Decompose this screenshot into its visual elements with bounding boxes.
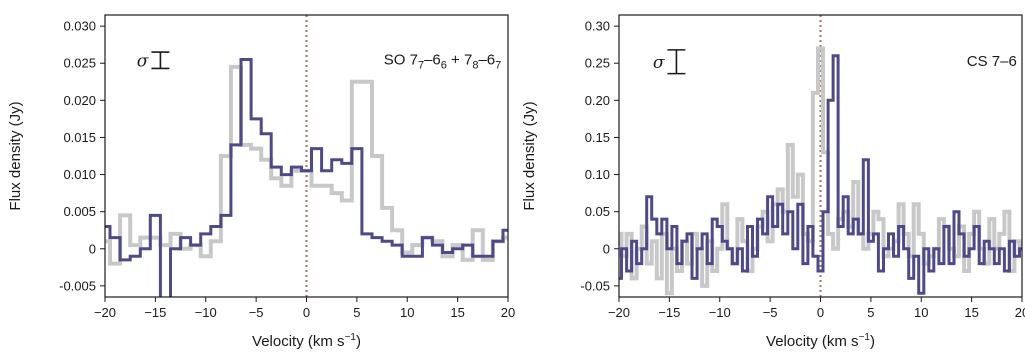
x-tick-label: −15 (144, 305, 166, 320)
x-axis-label: Velocity (km s−1) (766, 332, 875, 350)
x-tick-label: −5 (249, 305, 264, 320)
y-axis-label: Flux density (Jy) (521, 101, 538, 210)
y-tick-label: 0.010 (63, 167, 96, 182)
y-tick-label: 0.20 (585, 93, 610, 108)
y-axis-label: Flux density (Jy) (7, 101, 24, 210)
y-tick-label: -0.05 (580, 278, 610, 293)
y-tick-label: 0.05 (585, 204, 610, 219)
y-tick-label: 0.025 (63, 56, 96, 71)
x-tick-label: −20 (94, 305, 116, 320)
spectrum-series-1 (105, 58, 508, 297)
x-tick-label: 0 (303, 305, 310, 320)
x-axis-label: Velocity (km s−1) (252, 332, 361, 350)
x-tick-label: 15 (450, 305, 464, 320)
y-tick-label: 0 (603, 241, 610, 256)
y-tick-label: 0.25 (585, 56, 610, 71)
y-tick-label: -0.005 (59, 278, 96, 293)
y-tick-label: 0.020 (63, 93, 96, 108)
x-tick-label: 10 (400, 305, 414, 320)
x-tick-label: 15 (964, 305, 978, 320)
x-tick-label: −15 (658, 305, 680, 320)
y-tick-label: 0.030 (63, 19, 96, 34)
y-tick-label: 0 (89, 241, 96, 256)
y-tick-label: 0.10 (585, 167, 610, 182)
x-tick-label: −5 (763, 305, 778, 320)
x-tick-label: 5 (867, 305, 874, 320)
x-tick-label: −10 (709, 305, 731, 320)
x-tick-label: 5 (353, 305, 360, 320)
x-tick-label: −20 (608, 305, 630, 320)
molecule-label: CS 7–6 (967, 53, 1017, 70)
y-tick-label: 0.30 (585, 19, 610, 34)
sigma-symbol: σ (137, 51, 149, 71)
x-tick-label: 20 (1015, 305, 1025, 320)
molecule-label: SO 77–66 + 78–67 (384, 52, 502, 72)
so-spectrum-panel: −20 −15 −10 −5 0 5 10 15 20 -0.005 0 0.005 0.010 0.01… (7, 14, 515, 350)
spectrum-series-1 (619, 54, 1022, 295)
x-tick-label: −10 (195, 305, 217, 320)
sigma-symbol: σ (653, 53, 665, 73)
y-tick-label: 0.005 (63, 204, 96, 219)
x-tick-label: 20 (501, 305, 515, 320)
y-tick-label: 0.015 (63, 130, 96, 145)
y-tick-label: 0.15 (585, 130, 610, 145)
cs-spectrum-panel: −20 −15 −10 −5 0 5 10 15 20 -0.05 0 0.05 0.10 0.15 0.2… (521, 14, 1025, 350)
x-tick-label: 10 (914, 305, 928, 320)
x-tick-label: 0 (817, 305, 824, 320)
